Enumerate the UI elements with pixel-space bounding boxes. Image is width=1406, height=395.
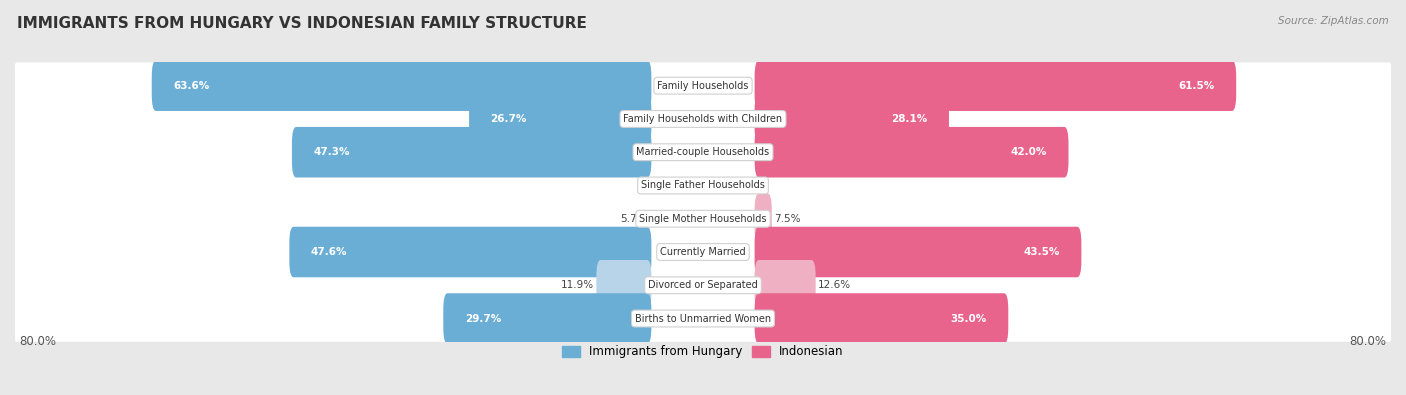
FancyBboxPatch shape (14, 295, 1392, 342)
FancyBboxPatch shape (14, 196, 1392, 242)
Text: Single Mother Households: Single Mother Households (640, 214, 766, 224)
Text: 47.6%: 47.6% (311, 247, 347, 257)
Text: 80.0%: 80.0% (1350, 335, 1386, 348)
FancyBboxPatch shape (596, 260, 651, 310)
Text: 35.0%: 35.0% (950, 314, 987, 324)
FancyBboxPatch shape (470, 94, 651, 144)
Text: 12.6%: 12.6% (818, 280, 852, 290)
FancyBboxPatch shape (755, 127, 1069, 177)
Text: 28.1%: 28.1% (891, 114, 928, 124)
Text: 80.0%: 80.0% (20, 335, 56, 348)
Text: 42.0%: 42.0% (1011, 147, 1047, 157)
FancyBboxPatch shape (755, 60, 1236, 111)
FancyBboxPatch shape (290, 227, 651, 277)
Text: Single Father Households: Single Father Households (641, 181, 765, 190)
FancyBboxPatch shape (14, 129, 1392, 175)
Text: 61.5%: 61.5% (1178, 81, 1215, 91)
FancyBboxPatch shape (755, 260, 815, 310)
Text: 63.6%: 63.6% (173, 81, 209, 91)
Text: 2.1%: 2.1% (651, 181, 678, 190)
FancyBboxPatch shape (755, 293, 1008, 344)
FancyBboxPatch shape (755, 227, 1081, 277)
Text: IMMIGRANTS FROM HUNGARY VS INDONESIAN FAMILY STRUCTURE: IMMIGRANTS FROM HUNGARY VS INDONESIAN FA… (17, 16, 586, 31)
FancyBboxPatch shape (755, 94, 949, 144)
Text: Family Households: Family Households (658, 81, 748, 91)
Text: 2.6%: 2.6% (733, 181, 759, 190)
FancyBboxPatch shape (755, 194, 772, 244)
Text: 11.9%: 11.9% (561, 280, 593, 290)
Text: Family Households with Children: Family Households with Children (623, 114, 783, 124)
Text: Married-couple Households: Married-couple Households (637, 147, 769, 157)
Text: Births to Unmarried Women: Births to Unmarried Women (636, 314, 770, 324)
FancyBboxPatch shape (14, 62, 1392, 109)
FancyBboxPatch shape (14, 229, 1392, 275)
Text: Currently Married: Currently Married (661, 247, 745, 257)
Legend: Immigrants from Hungary, Indonesian: Immigrants from Hungary, Indonesian (562, 345, 844, 358)
Text: 43.5%: 43.5% (1024, 247, 1060, 257)
FancyBboxPatch shape (152, 60, 651, 111)
Text: 7.5%: 7.5% (775, 214, 801, 224)
Text: 5.7%: 5.7% (620, 214, 647, 224)
Text: 26.7%: 26.7% (491, 114, 527, 124)
FancyBboxPatch shape (14, 96, 1392, 142)
FancyBboxPatch shape (14, 262, 1392, 308)
Text: 29.7%: 29.7% (465, 314, 501, 324)
FancyBboxPatch shape (443, 293, 651, 344)
Text: Source: ZipAtlas.com: Source: ZipAtlas.com (1278, 16, 1389, 26)
Text: Divorced or Separated: Divorced or Separated (648, 280, 758, 290)
Text: 47.3%: 47.3% (314, 147, 350, 157)
FancyBboxPatch shape (292, 127, 651, 177)
FancyBboxPatch shape (14, 162, 1392, 209)
